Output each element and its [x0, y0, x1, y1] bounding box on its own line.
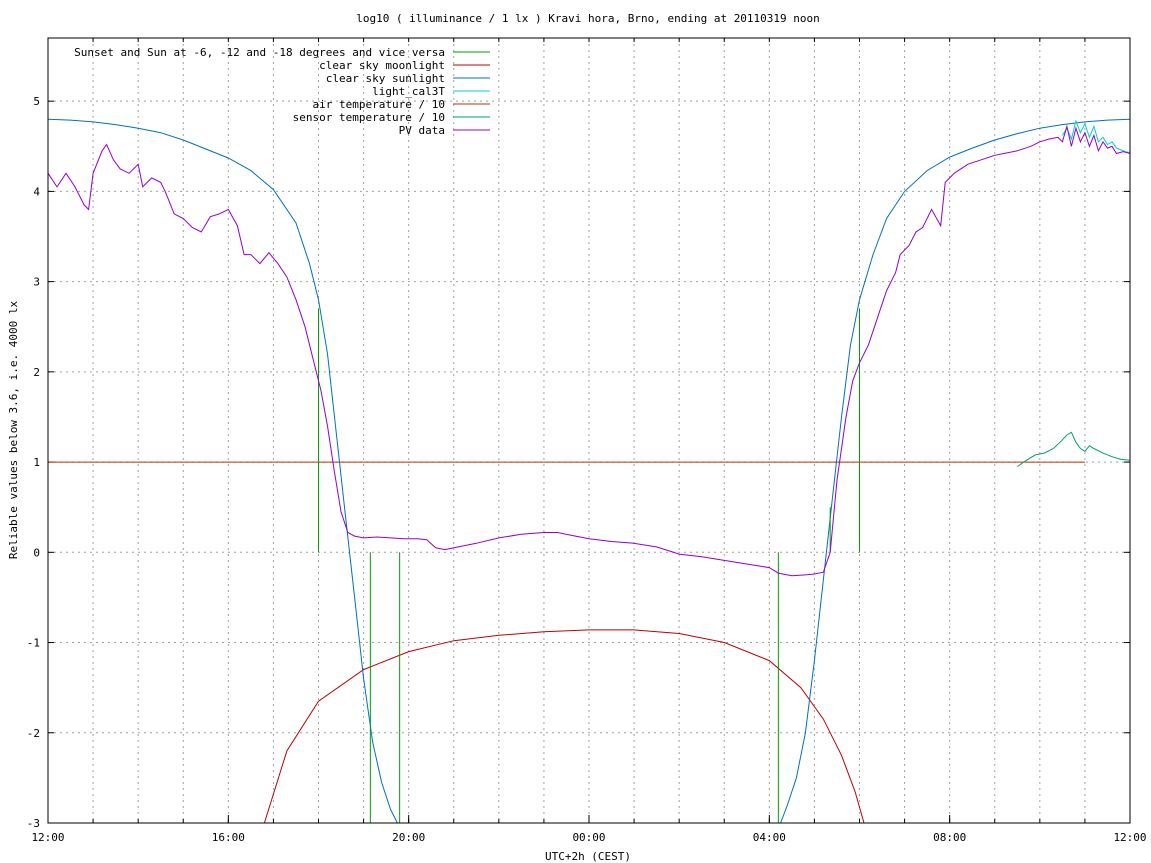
moon-series-line [263, 629, 865, 823]
x-axis-label: UTC+2h (CEST) [545, 850, 631, 863]
y-tick-label: 1 [33, 456, 40, 469]
data-series [48, 118, 1130, 823]
x-tick-label: 12:00 [1113, 831, 1146, 844]
x-tick-label: 16:00 [212, 831, 245, 844]
y-tick-label: -2 [27, 727, 40, 740]
y-axis-label: Reliable values below 3.6, i.e. 4000 lx [7, 300, 20, 559]
legend-label: clear sky sunlight [326, 72, 445, 85]
legend-label: air temperature / 10 [313, 98, 445, 111]
x-tick-label: 20:00 [392, 831, 425, 844]
legend-label: PV data [399, 124, 445, 137]
plot-frame [47, 37, 1131, 824]
x-tick-label: 12:00 [31, 831, 64, 844]
y-tick-label: 5 [33, 95, 40, 108]
cal3t-series-line [1061, 119, 1130, 154]
sensortemp-series-line [1017, 431, 1130, 468]
y-tick-label: -3 [27, 817, 40, 830]
y-axis-ticks: -3 -2 -1 0 1 2 3 4 5 [27, 95, 1130, 830]
x-axis-ticks: 12:00 16:00 20:00 00:00 04:00 08:00 12:00 [31, 38, 1147, 844]
y-tick-label: 4 [33, 185, 40, 198]
legend-label: sensor temperature / 10 [293, 111, 445, 124]
y-tick-label: -1 [27, 637, 40, 650]
legend: Sunset and Sun at -6, -12 and -18 degree… [74, 46, 490, 137]
pv-series-line [48, 124, 1130, 577]
chart-title: log10 ( illuminance / 1 lx ) Kravi hora,… [356, 12, 820, 25]
legend-label: light_cal3T [372, 85, 445, 98]
x-tick-label: 08:00 [933, 831, 966, 844]
y-tick-label: 2 [33, 366, 40, 379]
y-tick-label: 3 [33, 276, 40, 289]
legend-label: Sunset and Sun at -6, -12 and -18 degree… [74, 46, 445, 59]
x-tick-label: 04:00 [753, 831, 786, 844]
x-tick-label: 00:00 [572, 831, 605, 844]
sun-series-line [48, 118, 1130, 823]
y-tick-label: 0 [33, 546, 40, 559]
legend-label: clear sky moonlight [319, 59, 445, 72]
